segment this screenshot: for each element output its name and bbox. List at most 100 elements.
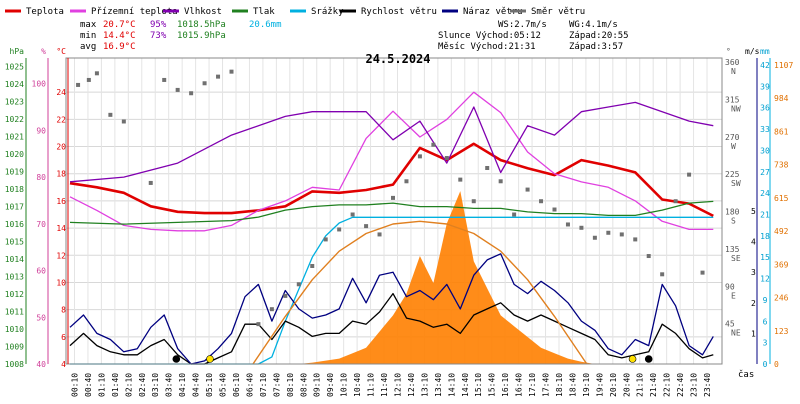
moon-rise-marker (644, 355, 653, 363)
pressure-tick-label: 1022 (5, 115, 24, 124)
x-tick-label: 00:10 (70, 373, 79, 397)
rain-tick-label: 21 (760, 211, 770, 220)
wind-direction-point (539, 199, 544, 204)
temperature-tick-label: 12 (56, 251, 66, 260)
x-tick-label: 07:10 (259, 373, 268, 397)
wind-direction-point (646, 254, 651, 259)
x-tick-label: 08:10 (286, 373, 295, 397)
direction-tick-name: N (731, 67, 736, 76)
series-line-v-ka-slunce (252, 220, 588, 365)
pressure-tick-label: 1012 (5, 290, 24, 299)
wind-direction-point (700, 270, 705, 275)
humidity-tick-label: 90 (36, 126, 46, 135)
solar-tick-label: 738 (774, 161, 789, 170)
direction-tick-value: 45 (725, 320, 735, 329)
stats-panel: max 20.7°C 95% 1018.5hPa 20.6mm min 14.4… (80, 20, 629, 52)
x-tick-label: 06:10 (232, 373, 241, 397)
x-tick-label: 23:40 (703, 373, 712, 397)
rain-tick-label: 12 (760, 275, 770, 284)
x-tick-label: 22:10 (663, 373, 672, 397)
x-tick-label: 22:40 (676, 373, 685, 397)
sun-rise-marker (206, 355, 214, 363)
pressure-tick-label: 1018 (5, 185, 24, 194)
rain-tick-label: 30 (760, 146, 770, 155)
x-tick-label: 19:10 (582, 373, 591, 397)
wind-direction-point (633, 237, 638, 242)
x-tick-label: 07:40 (272, 373, 281, 397)
rain-tick-label: 9 (763, 296, 768, 305)
wind-tick-label: 4 (751, 238, 756, 247)
wind-direction-point (431, 142, 436, 147)
legend-label: Srážky (311, 7, 344, 17)
direction-tick-value: 315 (725, 95, 740, 104)
temperature-tick-label: 8 (61, 306, 66, 315)
x-tick-label: 09:10 (313, 373, 322, 397)
solar-tick-label: 615 (774, 194, 789, 203)
direction-unit-label: ° (726, 47, 731, 56)
pressure-tick-label: 1020 (5, 150, 24, 159)
temperature-tick-label: 18 (56, 170, 66, 179)
wind-direction-point (391, 195, 395, 200)
wind-direction-point (94, 71, 99, 76)
wind-direction-point (216, 74, 221, 79)
solar-tick-label: 123 (774, 327, 789, 336)
area-layer (70, 191, 714, 364)
temperature-unit-label: °C (56, 47, 66, 56)
wind-direction-point (86, 77, 91, 82)
legend-label: Směr větru (531, 7, 585, 17)
x-tick-label: 14:10 (447, 373, 456, 397)
rain-tick-label: 18 (760, 232, 770, 241)
wind-direction-point (229, 69, 234, 74)
x-tick-label: 18:40 (568, 373, 577, 397)
direction-tick-value: 225 (725, 170, 740, 179)
x-tick-label: 23:10 (690, 373, 699, 397)
temperature-tick-label: 20 (56, 143, 66, 152)
wind-direction-point (76, 82, 81, 87)
rain-tick-label: 36 (760, 104, 770, 113)
direction-tick-name: W (731, 142, 736, 151)
solar-tick-label: 984 (774, 94, 789, 103)
solar-tick-label: 492 (774, 227, 789, 236)
pressure-tick-label: 1021 (5, 133, 24, 142)
x-tick-label: 20:40 (622, 373, 631, 397)
x-tick-label: 04:40 (192, 373, 201, 397)
rain-tick-label: 24 (760, 189, 770, 198)
wind-direction-point (687, 172, 692, 177)
pressure-tick-label: 1016 (5, 220, 24, 229)
pressure-tick-label: 1008 (5, 360, 24, 369)
temperature-tick-label: 4 (61, 360, 66, 369)
direction-tick-value: 135 (725, 245, 740, 254)
wind-direction-point (202, 81, 207, 86)
pressure-tick-label: 1009 (5, 343, 24, 352)
wind-direction-point (350, 212, 355, 217)
humidity-tick-label: 40 (36, 360, 46, 369)
series-solar-area (70, 191, 714, 364)
wind-direction-point (175, 87, 180, 92)
wind-direction-point (337, 227, 342, 232)
pressure-tick-label: 1014 (5, 255, 24, 264)
plot-frame (65, 57, 723, 365)
wind-direction-point (283, 293, 288, 298)
series-line-rychlost-v-tru (69, 292, 714, 365)
stat-min-hum: 73% (150, 31, 167, 41)
markers (172, 355, 653, 363)
x-tick-label: 10:10 (340, 373, 349, 397)
legend-label: Tlak (253, 7, 275, 17)
temperature-tick-label: 22 (56, 115, 66, 124)
stat-sun-set: Západ:20:55 (569, 31, 629, 41)
x-tick-label: 01:10 (97, 373, 106, 397)
x-tick-label: 18:10 (555, 373, 564, 397)
wind-unit-label: m/s (745, 47, 760, 56)
x-tick-label: 04:10 (178, 373, 187, 397)
direction-tick-value: 90 (725, 282, 735, 291)
wind-direction-point (485, 165, 490, 170)
pressure-tick-label: 1024 (5, 80, 24, 89)
rain-tick-label: 42 (760, 61, 770, 70)
temperature-tick-label: 10 (56, 278, 66, 287)
wind-direction-point (512, 212, 517, 217)
x-tick-label: 00:40 (84, 373, 93, 397)
stat-max-rain: 20.6mm (249, 20, 282, 30)
series-line-sr-ky (70, 216, 714, 365)
stat-max-temp: 20.7°C (103, 20, 136, 30)
